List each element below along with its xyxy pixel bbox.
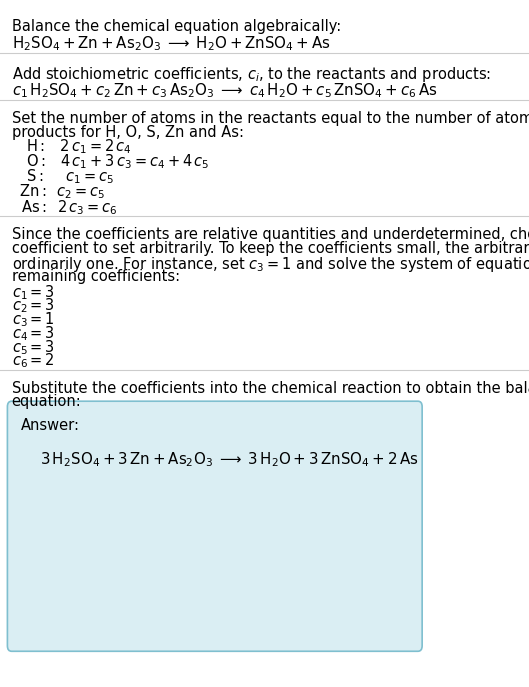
Text: Add stoichiometric coefficients, $c_i$, to the reactants and products:: Add stoichiometric coefficients, $c_i$, … xyxy=(12,65,491,84)
Text: $\mathrm{H_2SO_4 + Zn + As_2O_3 \;\longrightarrow\; H_2O + ZnSO_4 + As}$: $\mathrm{H_2SO_4 + Zn + As_2O_3 \;\longr… xyxy=(12,34,330,53)
Text: Substitute the coefficients into the chemical reaction to obtain the balanced: Substitute the coefficients into the che… xyxy=(12,381,529,396)
Text: $\mathrm{O:\;}\;\; 4\,c_1 + 3\,c_3 = c_4 + 4\,c_5$: $\mathrm{O:\;}\;\; 4\,c_1 + 3\,c_3 = c_4… xyxy=(26,153,210,171)
Text: ordinarily one. For instance, set $c_3 = 1$ and solve the system of equations fo: ordinarily one. For instance, set $c_3 =… xyxy=(12,255,529,274)
Text: $c_4 = 3$: $c_4 = 3$ xyxy=(12,324,54,343)
Text: $\mathrm{S:\;}\;\;\;\; c_1 = c_5$: $\mathrm{S:\;}\;\;\;\; c_1 = c_5$ xyxy=(26,168,115,186)
Text: $c_6 = 2$: $c_6 = 2$ xyxy=(12,352,54,370)
Text: $c_1 = 3$: $c_1 = 3$ xyxy=(12,283,54,302)
Text: $c_2 = 3$: $c_2 = 3$ xyxy=(12,297,54,315)
Text: $c_3 = 1$: $c_3 = 1$ xyxy=(12,311,54,329)
Text: $\mathrm{H:\;}\;\; 2\,c_1 = 2\,c_4$: $\mathrm{H:\;}\;\; 2\,c_1 = 2\,c_4$ xyxy=(26,137,132,156)
Text: Since the coefficients are relative quantities and underdetermined, choose a: Since the coefficients are relative quan… xyxy=(12,227,529,243)
Text: coefficient to set arbitrarily. To keep the coefficients small, the arbitrary va: coefficient to set arbitrarily. To keep … xyxy=(12,241,529,256)
Text: Set the number of atoms in the reactants equal to the number of atoms in the: Set the number of atoms in the reactants… xyxy=(12,111,529,126)
Text: Balance the chemical equation algebraically:: Balance the chemical equation algebraica… xyxy=(12,19,341,34)
Text: products for H, O, S, Zn and As:: products for H, O, S, Zn and As: xyxy=(12,125,244,140)
Text: $c_1\,\mathrm{H_2SO_4} + c_2\,\mathrm{Zn} + c_3\,\mathrm{As_2O_3} \;\longrightar: $c_1\,\mathrm{H_2SO_4} + c_2\,\mathrm{Zn… xyxy=(12,81,437,100)
Text: $3\,\mathrm{H_2SO_4} + 3\,\mathrm{Zn} + \mathrm{As_2O_3} \;\longrightarrow\; 3\,: $3\,\mathrm{H_2SO_4} + 3\,\mathrm{Zn} + … xyxy=(40,450,418,469)
FancyBboxPatch shape xyxy=(7,401,422,651)
Text: remaining coefficients:: remaining coefficients: xyxy=(12,269,180,284)
Text: $\mathrm{As:\;}\; 2\,c_3 = c_6$: $\mathrm{As:\;}\; 2\,c_3 = c_6$ xyxy=(21,198,118,216)
Text: Answer:: Answer: xyxy=(21,418,80,433)
Text: $c_5 = 3$: $c_5 = 3$ xyxy=(12,338,54,357)
Text: equation:: equation: xyxy=(12,394,81,409)
Text: $\mathrm{Zn:\;}\; c_2 = c_5$: $\mathrm{Zn:\;}\; c_2 = c_5$ xyxy=(19,183,105,201)
